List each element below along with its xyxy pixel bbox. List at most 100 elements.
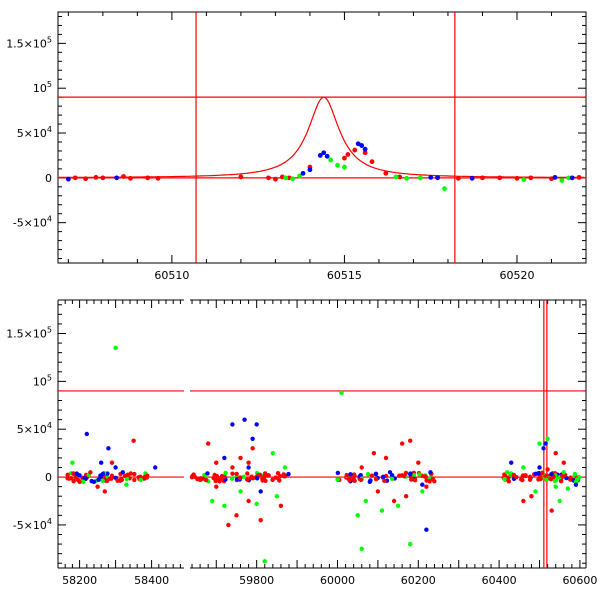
data-point-blue xyxy=(113,465,118,470)
data-point-red xyxy=(234,513,239,518)
data-point-green xyxy=(262,559,267,564)
data-point-blue xyxy=(420,482,425,487)
y-tick-label: 105 xyxy=(33,80,52,95)
data-point-green xyxy=(552,478,558,484)
data-point-red xyxy=(265,473,270,478)
data-point-red xyxy=(219,473,225,479)
data-point-green xyxy=(502,476,507,482)
bottom-panel: 1.5×105 105 5×104 0 -5×104 58200 58400 59800 600… xyxy=(6,299,597,587)
data-point-red xyxy=(559,478,564,483)
data-point-red xyxy=(553,450,558,456)
data-point-red xyxy=(528,175,534,181)
data-point-green xyxy=(100,478,105,483)
data-point-red xyxy=(391,498,397,504)
data-point-red xyxy=(480,175,485,181)
data-point-red xyxy=(536,477,541,482)
data-point-green xyxy=(505,470,510,475)
y-tick-label: 5×104 xyxy=(17,421,52,436)
data-point-red xyxy=(275,476,281,481)
data-point-red xyxy=(529,494,534,499)
data-point-red xyxy=(72,175,78,181)
data-point-red xyxy=(102,489,108,494)
data-point-green xyxy=(411,473,417,478)
data-point-blue xyxy=(286,471,291,477)
data-point-blue xyxy=(549,472,554,477)
data-point-green xyxy=(283,175,289,181)
data-point-green xyxy=(297,173,302,179)
data-point-red xyxy=(257,472,263,477)
data-point-green xyxy=(270,450,276,456)
data-point-red xyxy=(238,455,243,461)
data-point-red xyxy=(214,473,219,479)
data-point-green xyxy=(241,474,246,480)
x-tick-label: 60510 xyxy=(154,269,189,282)
data-point-green xyxy=(254,501,259,507)
data-point-blue xyxy=(435,175,441,181)
data-point-red xyxy=(258,517,263,523)
data-point-green xyxy=(404,175,409,181)
data-point-red xyxy=(560,473,565,479)
data-point-green xyxy=(389,476,395,482)
data-point-red xyxy=(132,471,137,477)
data-point-red xyxy=(65,472,70,478)
data-point-blue xyxy=(254,422,259,427)
data-point-red xyxy=(250,475,256,481)
data-point-red xyxy=(214,484,219,489)
data-point-blue xyxy=(564,475,569,481)
data-point-green xyxy=(559,178,565,183)
data-point-red xyxy=(345,152,351,157)
data-point-red xyxy=(422,474,428,479)
data-point-blue xyxy=(153,465,158,470)
data-point-red xyxy=(104,478,109,484)
data-point-red xyxy=(73,475,79,480)
data-point-red xyxy=(527,477,533,482)
data-point-red xyxy=(424,484,429,489)
data-point-green xyxy=(363,498,368,504)
data-point-red xyxy=(455,175,461,181)
data-point-blue xyxy=(258,489,263,494)
data-point-red xyxy=(77,479,82,485)
x-tick-label: 58200 xyxy=(62,574,97,587)
data-point-green xyxy=(274,494,280,499)
data-point-green xyxy=(420,489,425,494)
y-tick-label: 0 xyxy=(45,172,52,185)
y-tick-label: 0 xyxy=(45,471,52,484)
data-point-red xyxy=(397,473,402,478)
data-point-red xyxy=(83,176,89,182)
data-point-red xyxy=(506,479,512,484)
data-point-red xyxy=(100,175,106,181)
data-point-red xyxy=(576,174,582,180)
data-point-red xyxy=(281,474,287,479)
data-point-green xyxy=(222,503,227,508)
data-point-red xyxy=(107,476,112,481)
data-point-red xyxy=(497,175,503,181)
data-point-blue xyxy=(387,470,393,475)
data-point-red xyxy=(238,475,243,480)
data-point-blue xyxy=(543,441,548,446)
data-point-red xyxy=(521,498,526,504)
data-point-red xyxy=(561,460,566,465)
data-point-red xyxy=(131,438,136,443)
data-point-blue xyxy=(428,174,434,180)
data-point-red xyxy=(344,472,349,478)
data-point-red xyxy=(275,471,281,476)
data-point-red xyxy=(71,471,76,476)
data-point-blue xyxy=(222,455,227,461)
data-point-blue xyxy=(74,471,79,476)
data-point-red xyxy=(200,476,206,481)
data-point-red xyxy=(214,460,219,465)
data-point-red xyxy=(266,175,271,181)
data-point-red xyxy=(213,478,219,483)
data-point-red xyxy=(273,176,278,182)
data-point-green xyxy=(339,390,344,396)
data-point-red xyxy=(278,503,284,508)
data-point-green xyxy=(70,460,75,465)
data-point-blue xyxy=(362,146,368,152)
data-point-red xyxy=(238,174,244,180)
data-point-red xyxy=(401,474,407,479)
y-tick-label: -5×104 xyxy=(13,517,52,532)
data-point-blue xyxy=(359,143,365,148)
data-point-blue xyxy=(509,460,514,465)
data-point-green xyxy=(335,162,340,168)
